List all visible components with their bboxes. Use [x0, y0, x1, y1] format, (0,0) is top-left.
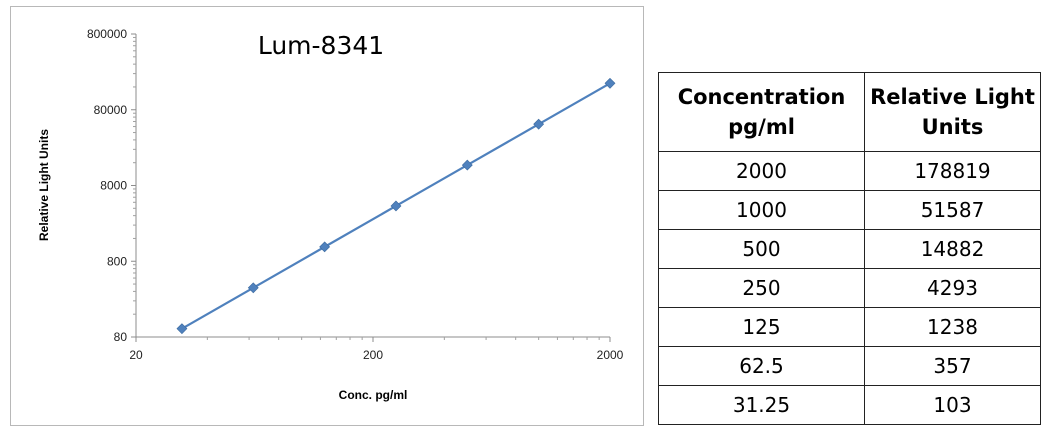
table-row: 500 14882 [658, 229, 1041, 269]
table-cell: 2000 [658, 151, 865, 191]
table-cell: 250 [658, 268, 865, 308]
data-point [390, 200, 402, 212]
header-line: pg/ml [728, 115, 795, 139]
table-row: 31.25 103 [658, 385, 1041, 425]
data-table: Concentration pg/ml Relative Light Units… [658, 72, 1041, 425]
data-point [176, 323, 188, 335]
table-row: 250 4293 [658, 268, 1041, 308]
header-line: Units [921, 115, 984, 139]
table-cell: 1238 [864, 307, 1041, 347]
table-cell: 357 [864, 346, 1041, 386]
x-tick-label: 20 [129, 348, 143, 362]
table-cell: 51587 [864, 190, 1041, 230]
data-point [247, 282, 259, 294]
y-tick-label: 800000 [87, 27, 127, 41]
table-header-row: Concentration pg/ml Relative Light Units [658, 72, 1041, 152]
y-tick-label: 8000 [100, 179, 127, 193]
data-point [319, 241, 331, 253]
table-cell: 125 [658, 307, 865, 347]
y-tick-label: 80 [114, 330, 128, 344]
table-header-concentration: Concentration pg/ml [658, 72, 865, 152]
table-row: 2000 178819 [658, 151, 1041, 191]
data-point [533, 118, 545, 130]
x-tick-label: 2000 [597, 348, 624, 362]
table-cell: 103 [864, 385, 1041, 425]
y-axis-title: Relative Light Units [37, 129, 51, 241]
table-cell: 500 [658, 229, 865, 269]
table-cell: 1000 [658, 190, 865, 230]
table-cell: 178819 [864, 151, 1041, 191]
table-header-rlu: Relative Light Units [864, 72, 1041, 152]
table-row: 125 1238 [658, 307, 1041, 347]
chart-panel: 80 800 8000 80000 800000 20 200 2000 Lum-8341 Con… [10, 6, 644, 426]
x-axis-title: Conc. pg/ml [339, 388, 408, 402]
chart-title: Lum-8341 [258, 31, 384, 60]
table-row: 1000 51587 [658, 190, 1041, 230]
data-point [461, 159, 473, 171]
y-tick-label: 800 [107, 254, 127, 268]
table-cell: 14882 [864, 229, 1041, 269]
header-line: Concentration [677, 85, 846, 109]
table-row: 62.5 357 [658, 346, 1041, 386]
header-line: Relative Light [870, 85, 1035, 109]
y-tick-label: 80000 [94, 103, 128, 117]
table-cell: 62.5 [658, 346, 865, 386]
data-point [604, 77, 616, 89]
x-tick-label: 200 [363, 348, 383, 362]
table-cell: 4293 [864, 268, 1041, 308]
table-cell: 31.25 [658, 385, 865, 425]
chart-svg: 80 800 8000 80000 800000 20 200 2000 Lum-8341 Con… [37, 27, 624, 402]
